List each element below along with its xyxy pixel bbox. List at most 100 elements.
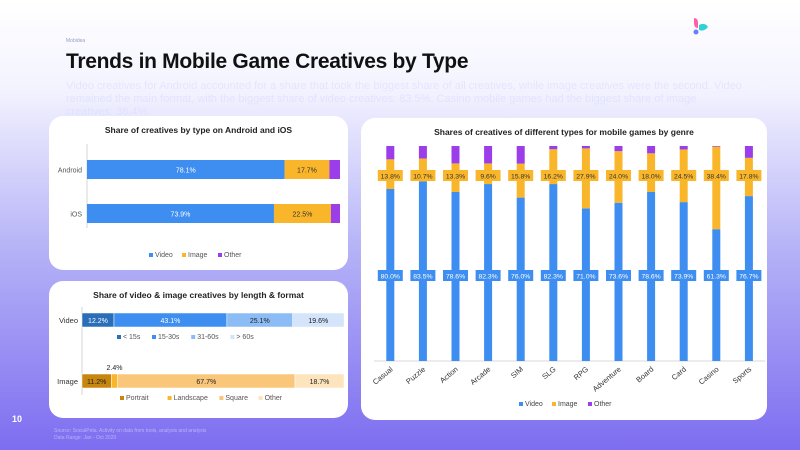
data-label: 2.4% <box>107 365 123 372</box>
data-label-box <box>443 170 468 181</box>
data-label-box <box>540 170 566 181</box>
data-label: 24.5% <box>674 174 693 181</box>
data-label: 13.8% <box>381 174 400 181</box>
data-label: 73.9% <box>171 212 191 219</box>
source-note: Source: SocialPeta. Activity on data fro… <box>54 428 206 442</box>
bar-segment-other <box>418 146 427 159</box>
legend-swatch <box>588 402 592 406</box>
chart-card-platform: Share of creatives by type on Android an… <box>49 116 348 270</box>
data-label: 19.6% <box>308 318 328 325</box>
bar-segment-other <box>329 160 340 179</box>
bar-segment-video <box>614 202 623 361</box>
legend-label: Other <box>224 252 242 259</box>
legend-swatch <box>258 396 263 400</box>
legend-label: Image <box>558 401 578 408</box>
date-range-line: Data Range: Jan - Oct 2020 <box>54 435 117 441</box>
data-label: 78.6% <box>446 274 465 281</box>
source-line: Source: SocialPeta. Activity on data fro… <box>54 428 207 434</box>
data-label: 38.4% <box>707 174 726 181</box>
legend-swatch <box>191 335 196 339</box>
bar-segment-video <box>712 229 721 361</box>
data-label: 13.3% <box>446 174 465 181</box>
data-label: 82.3% <box>478 274 497 281</box>
data-label: 12.2% <box>88 318 108 325</box>
category-label: Adventure <box>591 365 623 394</box>
category-label: Casino <box>697 365 721 387</box>
data-label: 24.0% <box>609 174 628 181</box>
data-label: 25.1% <box>250 318 270 325</box>
category-label: Casual <box>371 364 395 386</box>
data-label: 83.5% <box>413 274 432 281</box>
data-label-box <box>573 270 599 281</box>
category-label: Android <box>58 168 82 175</box>
bar-segment-other <box>549 146 558 150</box>
data-label: 10.7% <box>413 174 432 181</box>
bar-segment-video <box>679 202 688 361</box>
legend-swatch <box>519 402 523 406</box>
data-label: 78.6% <box>641 274 660 281</box>
legend-label: Video <box>525 401 543 408</box>
data-label: 61.3% <box>707 274 726 281</box>
data-label: 71.0% <box>576 274 595 281</box>
category-label: RPG <box>572 365 590 382</box>
data-label-box <box>703 270 729 281</box>
legend-label: Image <box>188 252 208 259</box>
data-label: 78.1% <box>176 168 196 175</box>
bar-segment-other <box>386 146 395 160</box>
legend-swatch <box>120 396 124 400</box>
data-label: 73.6% <box>609 274 628 281</box>
bar-segment-video <box>581 208 590 361</box>
data-label-box <box>606 270 631 281</box>
data-label: 18.0% <box>641 174 660 181</box>
legend-swatch <box>552 402 556 406</box>
category-label: Card <box>670 365 688 382</box>
bar-segment-other <box>679 146 688 150</box>
legend-swatch <box>167 396 172 400</box>
data-label-box <box>377 270 403 281</box>
data-label: 76.7% <box>739 274 758 281</box>
data-label-box <box>410 270 436 281</box>
legend-label: Portrait <box>126 395 149 402</box>
legend-label: 31-60s <box>197 334 219 341</box>
bar-segment-other <box>484 146 493 164</box>
data-label-box <box>443 270 468 281</box>
legend-label: 15-30s <box>158 334 180 341</box>
page-number: 10 <box>12 414 23 424</box>
data-label: 17.8% <box>739 174 758 181</box>
legend-label: Square <box>225 395 248 402</box>
legend-label: Landscape <box>174 395 208 402</box>
data-label-box <box>475 170 501 181</box>
data-label: 22.5% <box>292 212 312 219</box>
brand-logo-icon <box>693 18 708 35</box>
data-label-box <box>736 170 762 181</box>
page-title: Trends in Mobile Game Creatives by Type <box>66 50 469 73</box>
chart-title-genre: Shares of creatives of different types f… <box>434 127 694 137</box>
category-label: iOS <box>70 212 82 219</box>
data-label: 80.0% <box>381 274 400 281</box>
data-label-box <box>540 270 566 281</box>
data-label: 15.8% <box>511 174 530 181</box>
bar-segment-image <box>273 204 331 223</box>
data-label-box <box>410 170 436 181</box>
genre-stacked-column-chart: 80.0% 13.8% Casual 83.5% 10.7% Puzzle 78.6% 13.… <box>371 146 766 408</box>
data-label: 9.6% <box>480 174 496 181</box>
length-format-stacked-bar-chart: Video 12.2% 43.1% 25.1% 19.6% < 15s 15-30s 31-6… <box>57 307 345 402</box>
page-subtitle: Video creatives for Android accounted fo… <box>66 80 742 118</box>
category-label: Arcade <box>468 365 492 387</box>
data-label-box <box>508 170 534 181</box>
category-label: Video <box>59 316 78 325</box>
data-label-box <box>638 270 664 281</box>
bar-segment-video <box>87 160 285 179</box>
data-label: 27.9% <box>576 174 595 181</box>
data-label: 82.3% <box>544 274 563 281</box>
bar-segment-image <box>712 146 721 230</box>
legend-swatch <box>149 253 153 257</box>
bar-segment-other <box>647 146 656 154</box>
data-label-box <box>573 170 599 181</box>
data-label-box <box>671 170 697 181</box>
bar-segment-other <box>581 146 590 149</box>
legend-swatch <box>117 335 121 339</box>
data-label: 67.7% <box>196 379 216 386</box>
data-label-box <box>377 170 403 181</box>
data-label-box <box>475 270 501 281</box>
